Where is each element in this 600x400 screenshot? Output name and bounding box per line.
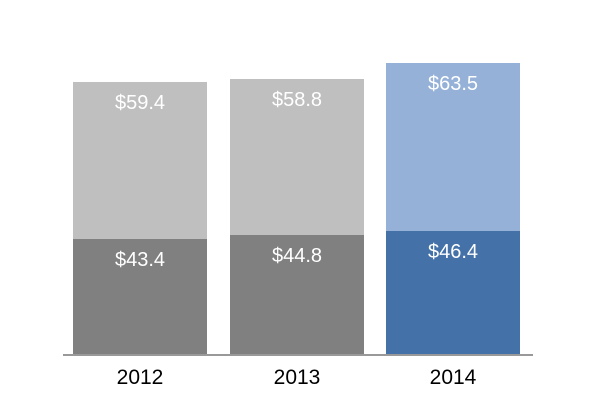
bar-2014-bottom-segment: $46.4 <box>386 231 520 354</box>
value-label-2012-top: $59.4 <box>114 92 166 114</box>
bar-2012-bottom-segment: $43.4 <box>73 239 207 354</box>
plot-area: $59.4 $43.4 $58.8 $44.8 $63.5 $46.4 <box>63 0 533 356</box>
value-label-2014-top: $63.5 <box>427 73 479 95</box>
bar-2012-top-segment: $59.4 <box>73 82 207 239</box>
x-axis-labels: 2012 2013 2014 <box>63 366 533 396</box>
x-axis-label-2013: 2013 <box>273 366 321 389</box>
x-axis-label-2014: 2014 <box>429 366 477 389</box>
bar-2013-bottom-segment: $44.8 <box>230 235 364 354</box>
value-label-2014-bottom: $46.4 <box>427 241 479 263</box>
bar-2014-top-segment: $63.5 <box>386 63 520 231</box>
bar-2012: $59.4 $43.4 <box>73 82 207 354</box>
bar-2013-top-segment: $58.8 <box>230 79 364 235</box>
value-label-2013-bottom: $44.8 <box>271 245 323 267</box>
bar-2013: $58.8 $44.8 <box>230 79 364 354</box>
x-axis-label-2012: 2012 <box>116 366 164 389</box>
bar-2014: $63.5 $46.4 <box>386 63 520 354</box>
value-label-2013-top: $58.8 <box>271 89 323 111</box>
value-label-2012-bottom: $43.4 <box>114 249 166 271</box>
